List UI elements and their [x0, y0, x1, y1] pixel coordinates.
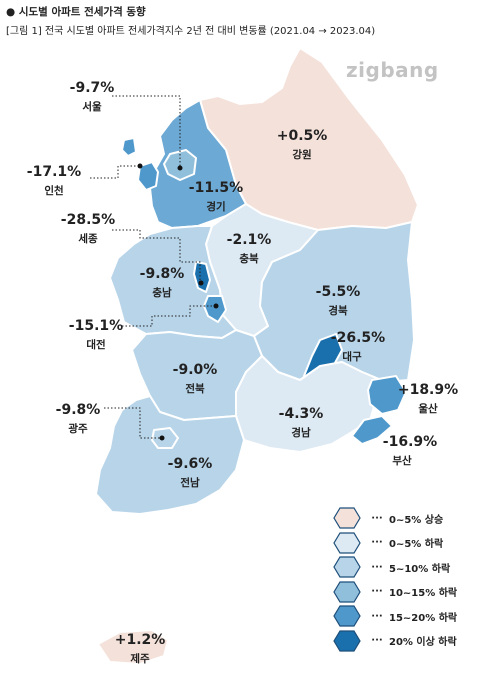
- marker-sejong: [198, 280, 204, 286]
- value-gangwon: +0.5%: [277, 128, 328, 144]
- legend-dots: ···: [371, 610, 383, 622]
- legend-item: ··· 0~5% 상승: [333, 506, 457, 531]
- legend-item: ··· 20% 이상 하락: [333, 629, 457, 654]
- page-title: ● 시도별 아파트 전세가격 동향: [6, 6, 146, 18]
- region-gyeonggi: [149, 99, 247, 229]
- name-jeonbuk: 전북: [185, 382, 205, 395]
- leader-gwangju: [104, 407, 162, 439]
- name-chungbuk: 충북: [239, 252, 259, 265]
- region-ulsan: [367, 375, 407, 415]
- legend-label: 0~5% 상승: [389, 514, 444, 526]
- region-busan: [351, 415, 393, 445]
- value-incheon: -17.1%: [27, 164, 81, 180]
- value-gyeongbuk: -5.5%: [316, 284, 361, 300]
- marker-gwangju: [159, 435, 165, 441]
- name-daejeon: 대전: [86, 338, 105, 351]
- value-gyeonggi: -11.5%: [189, 180, 243, 196]
- legend-item: ··· 10~15% 하락: [333, 580, 457, 605]
- value-jeonnam: -9.6%: [168, 456, 213, 472]
- legend-item: ··· 15~20% 하락: [333, 604, 457, 629]
- legend-hexagon-icon: [333, 532, 361, 554]
- legend-label: 5~10% 하락: [389, 563, 451, 575]
- value-chungbuk: -2.1%: [227, 232, 272, 248]
- name-daegu: 대구: [342, 350, 362, 363]
- name-ulsan: 울산: [418, 402, 438, 415]
- region-labels: -9.7% 서울 -17.1% 인천 -11.5% 경기 +0.5% 강원 -2…: [27, 80, 458, 665]
- region-gwangju: [151, 427, 179, 449]
- legend-dots: ···: [371, 635, 383, 647]
- legend-hexagon-icon: [333, 605, 361, 627]
- name-chungnam: 충남: [152, 286, 172, 299]
- value-jeonbuk: -9.0%: [173, 362, 218, 378]
- name-sejong: 세종: [78, 232, 98, 245]
- value-gyeongnam: -4.3%: [279, 406, 324, 422]
- region-jeju: [97, 629, 169, 665]
- value-gwangju: -9.8%: [56, 402, 101, 418]
- value-seoul: -9.7%: [70, 80, 115, 96]
- legend-dots: ···: [371, 561, 383, 573]
- region-sejong: [193, 261, 211, 293]
- region-incheon-island: [121, 137, 137, 157]
- name-gyeonggi: 경기: [206, 200, 225, 213]
- region-jeonnam: [95, 395, 245, 515]
- legend-label: 15~20% 하락: [389, 612, 458, 624]
- name-gwangju: 광주: [68, 423, 88, 435]
- legend-item: ··· 0~5% 하락: [333, 531, 457, 556]
- legend-label: 0~5% 하락: [389, 539, 444, 551]
- value-busan: -16.9%: [383, 434, 437, 450]
- name-gyeongbuk: 경북: [328, 304, 348, 317]
- legend-label: 10~15% 하락: [389, 588, 458, 600]
- name-incheon: 인천: [44, 184, 63, 197]
- leader-seoul: [112, 95, 181, 168]
- legend-item: ··· 5~10% 하락: [333, 555, 457, 580]
- legend-dots: ···: [371, 537, 383, 549]
- zigbang-logo: zigbang: [346, 58, 439, 82]
- value-sejong: -28.5%: [61, 212, 115, 228]
- leader-sejong: [112, 229, 201, 284]
- marker-daejeon: [213, 303, 219, 309]
- marker-seoul: [177, 165, 183, 171]
- figure-caption: [그림 1] 전국 시도별 아파트 전세가격지수 2년 전 대비 변동률 (20…: [6, 26, 376, 37]
- region-incheon: [137, 161, 159, 191]
- name-jeonnam: 전남: [180, 476, 200, 489]
- legend-hexagon-icon: [333, 630, 361, 652]
- name-gangwon: 강원: [292, 148, 311, 161]
- leader-daejeon: [122, 305, 216, 327]
- map-legend: ··· 0~5% 상승 ··· 0~5% 하락 ··· 5~10% 하락 ···…: [333, 506, 457, 653]
- name-gyeongnam: 경남: [291, 426, 311, 439]
- legend-dots: ···: [371, 512, 383, 524]
- name-jeju: 제주: [130, 652, 150, 665]
- value-jeju: +1.2%: [115, 632, 166, 648]
- value-daejeon: -15.1%: [69, 318, 123, 334]
- value-chungnam: -9.8%: [140, 266, 185, 282]
- legend-hexagon-icon: [333, 556, 361, 578]
- name-seoul: 서울: [82, 100, 102, 113]
- value-ulsan: +18.9%: [398, 382, 458, 398]
- legend-hexagon-icon: [333, 507, 361, 529]
- value-daegu: -26.5%: [331, 330, 385, 346]
- legend-dots: ···: [371, 586, 383, 598]
- name-busan: 부산: [392, 454, 412, 467]
- legend-label: 20% 이상 하락: [389, 637, 457, 649]
- legend-hexagon-icon: [333, 581, 361, 603]
- leader-incheon: [90, 165, 140, 179]
- marker-incheon: [137, 163, 143, 169]
